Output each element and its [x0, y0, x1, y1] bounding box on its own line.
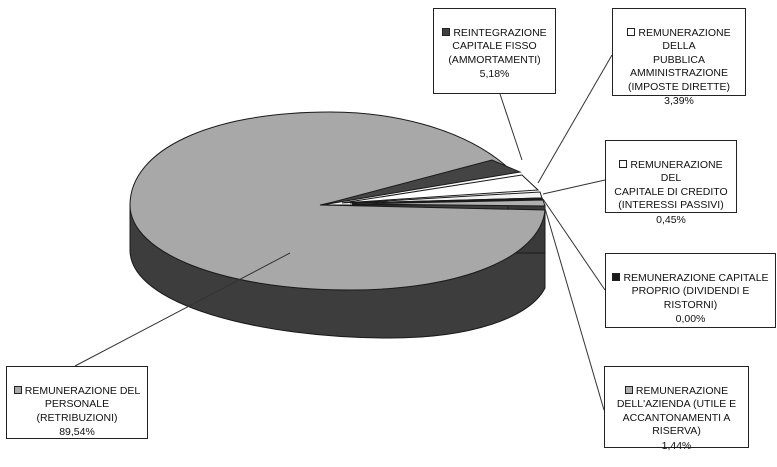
pie-chart [74, 54, 613, 411]
legend-swatch-ammortamenti [442, 27, 451, 36]
pie-slice-imposte [341, 174, 540, 204]
callout-personale: REMUNERAZIONE DEL PERSONALE (RETRIBUZION… [6, 366, 148, 439]
callout-personale-value: 89,54% [59, 426, 95, 438]
pie-slice-ammortamenti [321, 159, 522, 206]
legend-swatch-interessi [619, 159, 628, 168]
pie-slice-azienda [351, 199, 546, 207]
callout-interessi-text: REMUNERAZIONE DEL CAPITALE DI CREDITO (I… [614, 158, 728, 212]
callout-azienda-text: REMUNERAZIONE DELL'AZIENDA (UTILE E ACCA… [616, 384, 737, 438]
leader-line-interessi [542, 179, 606, 195]
callout-dividendi-value: 0,00% [675, 313, 706, 325]
callout-dividendi: REMUNERAZIONE CAPITALE PROPRIO (DIVIDEND… [605, 253, 776, 328]
legend-swatch-azienda [624, 385, 633, 394]
callout-dividendi-text: REMUNERAZIONE CAPITALE PROPRIO (DIVIDEND… [623, 271, 769, 311]
callout-azienda-value: 1,44% [661, 439, 692, 452]
leader-line-ammortamenti [499, 93, 523, 161]
callout-imposte: REMUNERAZIONE DELLA PUBBLICA AMMINISTRAZ… [612, 8, 746, 107]
callout-ammortamenti: REINTEGRAZIONE CAPITALE FISSO (AMMORTAME… [433, 8, 556, 94]
legend-swatch-personale [13, 385, 22, 394]
callout-imposte-text: REMUNERAZIONE DELLA PUBBLICA AMMINISTRAZ… [627, 26, 731, 93]
leader-line-dividendi [542, 198, 606, 291]
leader-line-imposte [537, 54, 613, 184]
leader-line-azienda [543, 204, 605, 411]
callout-ammortamenti-text: REINTEGRAZIONE CAPITALE FISSO (AMMORTAME… [448, 26, 547, 66]
callout-interessi-value: 0,45% [656, 213, 686, 226]
callout-personale-text: REMUNERAZIONE DEL PERSONALE (RETRIBUZION… [24, 384, 141, 424]
leader-line-personale [74, 252, 291, 367]
callout-imposte-value: 3,39% [664, 95, 694, 107]
callout-interessi: REMUNERAZIONE DEL CAPITALE DI CREDITO (I… [605, 140, 737, 226]
callout-azienda: REMUNERAZIONE DELL'AZIENDA (UTILE E ACCA… [604, 366, 749, 452]
legend-swatch-imposte [627, 27, 636, 36]
callout-ammortamenti-value: 5,18% [479, 68, 510, 80]
legend-swatch-dividendi [612, 272, 621, 281]
